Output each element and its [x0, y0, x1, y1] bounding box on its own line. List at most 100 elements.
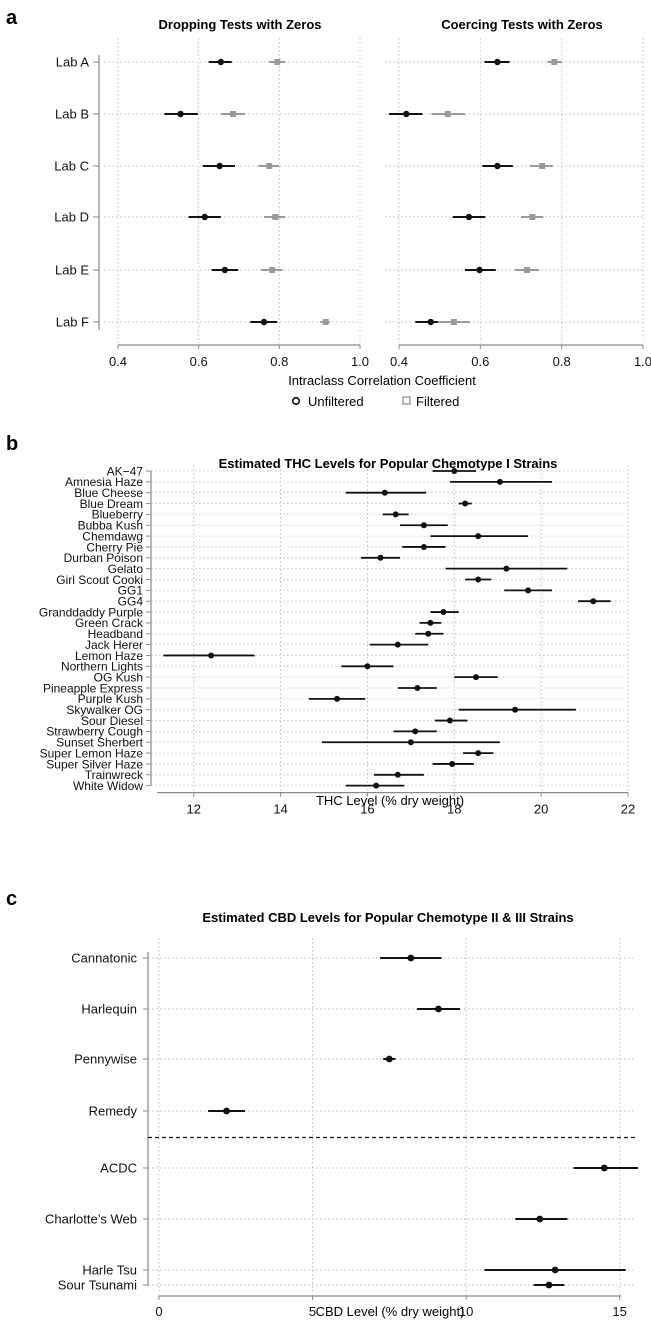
- y-tick-label: Lab F: [56, 315, 89, 330]
- point-filtered-lab-e: [269, 267, 276, 273]
- point-super-lemon-haze: [475, 750, 482, 757]
- y-tick-label: Super Lemon Haze: [40, 746, 144, 760]
- y-tick-label: Lemon Haze: [75, 649, 143, 663]
- y-tick-label: GG4: [118, 595, 144, 609]
- y-tick-label: Durban Poison: [64, 551, 143, 565]
- x-tick-label: 14: [273, 802, 287, 817]
- y-tick-label: Green Crack: [75, 616, 144, 630]
- point-harle-tsu: [551, 1266, 559, 1274]
- legend-unfiltered-label: Unfiltered: [308, 394, 364, 409]
- point-headband: [425, 630, 432, 637]
- point-unfiltered-lab-d: [465, 213, 473, 221]
- y-tick-label: Cannatonic: [71, 951, 137, 966]
- point-blueberry: [392, 511, 399, 518]
- y-tick-label: Gelato: [108, 562, 144, 576]
- point-charlotte-s-web: [536, 1215, 544, 1223]
- point-unfiltered-lab-c: [494, 162, 501, 170]
- y-tick-label: Purple Kush: [78, 692, 143, 706]
- point-bubba-kush: [420, 522, 427, 529]
- y-tick-label: Bubba Kush: [78, 519, 143, 533]
- y-tick-label: Cherry Pie: [86, 540, 143, 554]
- point-unfiltered-lab-d: [201, 213, 208, 221]
- point-unfiltered-lab-c: [216, 162, 223, 170]
- point-sour-tsunami: [545, 1281, 553, 1289]
- y-tick-label: Strawberry Cough: [46, 725, 143, 739]
- panel-b-x-axis-label: THC Level (% dry weight): [316, 793, 464, 808]
- y-tick-label: Jack Herer: [85, 638, 143, 652]
- point-unfiltered-lab-b: [403, 110, 410, 118]
- point-cannatonic: [407, 954, 415, 962]
- chart-marks: 0.4 0.6 0.8 1.0 0.4 0.6 0.8 1.0 Lab A Lab B Lab C L…: [39, 38, 651, 1319]
- y-tick-label: Blue Cheese: [74, 486, 143, 500]
- panel-label-c: c: [6, 888, 17, 910]
- x-tick-label: 1.0: [634, 354, 651, 369]
- point-gg4: [590, 598, 597, 605]
- y-tick-label: AK−47: [107, 464, 144, 478]
- point-cherry-pie: [420, 543, 427, 550]
- point-pennywise: [385, 1055, 393, 1063]
- y-tick-label: OG Kush: [94, 670, 143, 684]
- y-tick-label: Pennywise: [74, 1052, 137, 1067]
- y-tick-label: Harle Tsu: [82, 1263, 137, 1278]
- point-sunset-sherbert: [407, 739, 414, 746]
- x-tick-label: 12: [187, 802, 201, 817]
- point-unfiltered-lab-a: [217, 58, 225, 66]
- y-tick-label: ACDC: [100, 1161, 137, 1176]
- point-unfiltered-lab-e: [221, 266, 229, 274]
- point-girl-scout-cooki: [475, 576, 482, 583]
- point-granddaddy-purple: [440, 609, 447, 616]
- point-gelato: [503, 565, 510, 572]
- x-tick-label: 10: [459, 1304, 473, 1319]
- x-tick-label: 1.0: [351, 354, 369, 369]
- x-tick-label: 5: [309, 1304, 316, 1319]
- point-green-crack: [427, 619, 434, 626]
- x-tick-label: 0: [155, 1304, 162, 1319]
- point-gg1: [525, 587, 532, 594]
- y-tick-label: Lab D: [54, 210, 89, 225]
- point-sour-diesel: [446, 717, 453, 724]
- point-unfiltered-lab-b: [177, 110, 184, 118]
- x-tick-label: 18: [447, 802, 461, 817]
- point-unfiltered-lab-a: [494, 58, 501, 66]
- point-blue-dream: [462, 500, 469, 507]
- legend-unfiltered-marker: [291, 396, 301, 406]
- point-og-kush: [473, 674, 480, 681]
- point-lemon-haze: [208, 652, 215, 659]
- panel-b-title: Estimated THC Levels for Popular Chemoty…: [219, 456, 558, 471]
- x-tick-label: 0.6: [471, 354, 489, 369]
- y-tick-label: Granddaddy Purple: [39, 605, 143, 619]
- panel-label-a: a: [6, 7, 18, 29]
- point-purple-kush: [334, 695, 341, 702]
- point-filtered-lab-f: [450, 319, 457, 325]
- y-tick-label: Remedy: [89, 1104, 138, 1119]
- panel-a-x-axis-label: Intraclass Correlation Coefficient: [288, 373, 476, 388]
- point-amnesia-haze: [496, 478, 503, 485]
- x-tick-label: 0.8: [553, 354, 571, 369]
- y-tick-label: Sunset Sherbert: [56, 736, 143, 750]
- panel-c-x-axis-label: CBD Level (% dry weight): [316, 1304, 465, 1319]
- x-tick-label: 0.4: [109, 354, 127, 369]
- point-acdc: [600, 1164, 608, 1172]
- point-chemdawg: [475, 533, 482, 540]
- x-tick-label: 16: [360, 802, 374, 817]
- point-trainwreck: [394, 771, 401, 778]
- y-tick-label: Lab E: [55, 263, 89, 278]
- point-ak-47: [451, 468, 458, 474]
- y-tick-label: Charlotte’s Web: [45, 1212, 137, 1227]
- point-northern-lights: [364, 663, 371, 670]
- legend-filtered-label: Filtered: [416, 394, 459, 409]
- x-tick-label: 0.8: [270, 354, 288, 369]
- y-tick-label: Chemdawg: [82, 529, 143, 543]
- y-tick-label: Sour Diesel: [81, 714, 143, 728]
- y-tick-label: GG1: [118, 584, 144, 598]
- point-filtered-lab-b: [229, 111, 236, 117]
- y-tick-label: Northern Lights: [61, 660, 143, 674]
- panel-c-title: Estimated CBD Levels for Popular Chemoty…: [202, 910, 573, 925]
- point-white-widow: [373, 782, 380, 789]
- y-tick-label: Blueberry: [92, 508, 143, 522]
- point-unfiltered-lab-e: [476, 266, 483, 274]
- point-filtered-lab-c: [539, 163, 546, 169]
- legend-filtered-marker: [402, 396, 411, 405]
- point-filtered-lab-e: [524, 267, 531, 273]
